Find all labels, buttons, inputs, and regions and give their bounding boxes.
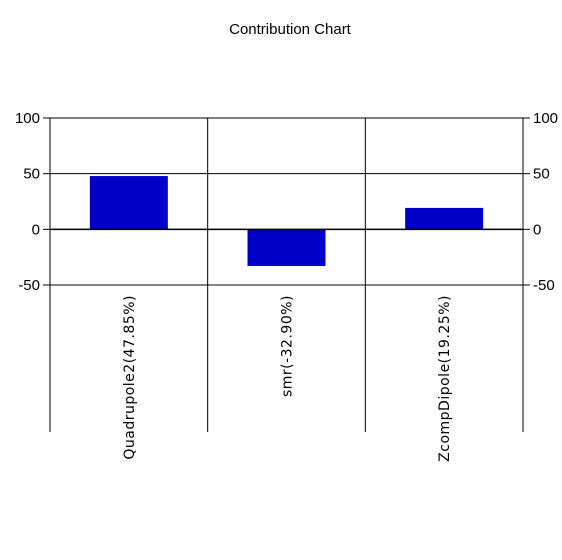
- bars: [89, 176, 484, 266]
- bar-2: [405, 207, 484, 230]
- category-label-1: smr(-32.90%): [280, 295, 296, 397]
- left-tick-label-1: 50: [23, 166, 40, 183]
- left-tick-label-2: 0: [32, 221, 40, 238]
- right-tick-label-1: 50: [533, 166, 550, 183]
- bar-0: [89, 176, 168, 230]
- axes: [49, 118, 524, 432]
- left-tick-label-3: -50: [18, 277, 40, 294]
- right-tick-label-3: -50: [533, 277, 555, 294]
- category-labels: Quadrupole2(47.85%) smr(-32.90%) ZcompDipo…: [122, 295, 453, 462]
- left-tick-label-0: 100: [15, 110, 40, 127]
- right-tick-label-2: 0: [533, 221, 541, 238]
- bar-1: [247, 229, 326, 266]
- right-tick-label-0: 100: [533, 110, 558, 127]
- category-label-0: Quadrupole2(47.85%): [122, 295, 138, 460]
- right-y-axis-ticks: 100 50 0 -50: [523, 110, 558, 294]
- category-label-2: ZcompDipole(19.25%): [437, 295, 453, 462]
- chart-title: Contribution Chart: [229, 21, 352, 38]
- left-y-axis-ticks: 100 50 0 -50: [15, 110, 50, 294]
